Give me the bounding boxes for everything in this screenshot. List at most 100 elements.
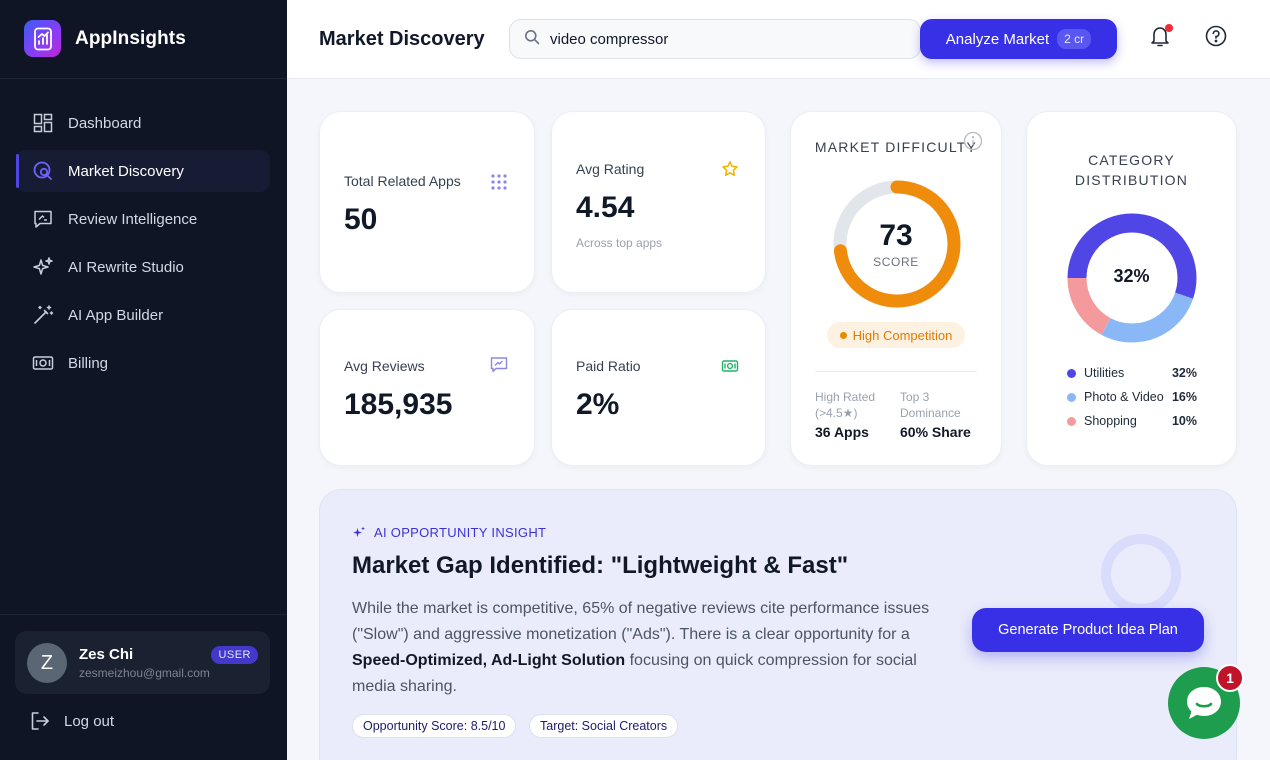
review-chart-icon bbox=[490, 357, 508, 373]
legend-dot bbox=[1067, 368, 1076, 378]
dashboard-icon bbox=[32, 112, 54, 134]
stat-label: Avg Reviews bbox=[344, 358, 425, 374]
high-rated-label-line: High Rated bbox=[815, 390, 876, 404]
stat-value: 2% bbox=[576, 388, 620, 421]
page-title: Market Discovery bbox=[319, 28, 485, 50]
insight-body-text: While the market is competitive, 65% of … bbox=[352, 600, 930, 643]
sidebar-item-market-discovery[interactable]: Market Discovery bbox=[16, 150, 270, 192]
stat-subtext: Across top apps bbox=[576, 236, 663, 250]
dominance-label: Top 3 Dominance bbox=[900, 389, 961, 421]
legend-percent: 16% bbox=[1171, 390, 1197, 404]
high-rated-value: 36 Apps bbox=[815, 424, 869, 440]
competition-badge: High Competition bbox=[827, 322, 965, 348]
market-discovery-icon bbox=[32, 160, 54, 182]
sidebar-item-label: Market Discovery bbox=[68, 162, 184, 180]
gauge-fill bbox=[833, 180, 961, 308]
analyze-market-label: Analyze Market bbox=[945, 30, 1050, 48]
analyze-market-button[interactable]: Analyze Market 2 cr bbox=[920, 19, 1117, 59]
stat-label: Total Related Apps bbox=[344, 173, 461, 189]
sidebar-divider bbox=[0, 78, 287, 79]
sidebar-item-dashboard[interactable]: Dashboard bbox=[16, 102, 270, 144]
magic-wand-icon bbox=[32, 304, 54, 326]
sidebar-item-billing[interactable]: Billing bbox=[16, 342, 270, 384]
logout-label: Log out bbox=[64, 712, 115, 730]
stat-value: 50 bbox=[344, 203, 378, 236]
logout-icon bbox=[30, 711, 50, 731]
legend-dot bbox=[1067, 392, 1076, 402]
legend-item-photo-video: Photo & Video 16% bbox=[1067, 388, 1197, 406]
search-box[interactable] bbox=[509, 19, 921, 59]
sidebar-divider bbox=[0, 614, 287, 615]
brand[interactable]: AppInsights bbox=[24, 20, 186, 57]
avatar: Z bbox=[27, 643, 67, 683]
logout-button[interactable]: Log out bbox=[30, 711, 114, 731]
stat-value: 185,935 bbox=[344, 388, 453, 421]
money-icon bbox=[721, 360, 739, 372]
grid-dots-icon bbox=[491, 174, 507, 190]
legend-name: Shopping bbox=[1084, 414, 1137, 428]
sidebar: AppInsights Dashboard Market Discovery R… bbox=[0, 0, 287, 760]
legend-item-utilities: Utilities 32% bbox=[1067, 364, 1197, 382]
sparkles-icon bbox=[32, 256, 54, 278]
billing-icon bbox=[32, 352, 54, 374]
generate-product-idea-plan-button[interactable]: Generate Product Idea Plan bbox=[972, 608, 1204, 652]
legend-name: Photo & Video bbox=[1084, 390, 1164, 404]
bell-icon bbox=[1151, 27, 1169, 47]
legend-dot bbox=[1067, 416, 1076, 426]
sidebar-item-ai-rewrite-studio[interactable]: AI Rewrite Studio bbox=[16, 246, 270, 288]
difficulty-gauge bbox=[833, 180, 961, 308]
sidebar-item-ai-app-builder[interactable]: AI App Builder bbox=[16, 294, 270, 336]
donut-slice-shopping bbox=[1067, 213, 1197, 343]
help-button[interactable] bbox=[1205, 25, 1227, 47]
user-name: Zes Chi bbox=[79, 646, 134, 663]
market-difficulty-title: MARKET DIFFICULTY bbox=[814, 139, 978, 155]
chat-unread-badge: 1 bbox=[1216, 664, 1244, 692]
stat-card-paid-ratio: Paid Ratio 2% bbox=[551, 309, 766, 466]
legend-name: Utilities bbox=[1084, 366, 1125, 380]
review-icon bbox=[32, 208, 54, 230]
competition-dot bbox=[839, 331, 847, 339]
legend-item-shopping: Shopping 10% bbox=[1067, 412, 1197, 430]
category-title: CATEGORY DISTRIBUTION bbox=[1027, 150, 1236, 190]
category-distribution-card: CATEGORY DISTRIBUTION 32% Utilities 32% … bbox=[1026, 111, 1237, 466]
decorative-ring bbox=[1101, 534, 1181, 614]
competition-label: High Competition bbox=[852, 327, 953, 343]
app-logo-icon bbox=[24, 20, 61, 57]
difficulty-score-label: SCORE bbox=[873, 255, 919, 269]
insight-kicker: AI OPPORTUNITY INSIGHT bbox=[352, 525, 546, 540]
app-name: AppInsights bbox=[75, 27, 186, 49]
dominance-label-line: Dominance bbox=[900, 406, 961, 420]
insight-body-highlight: Speed-Optimized, Ad-Light Solution bbox=[352, 652, 626, 669]
stat-value: 4.54 bbox=[576, 191, 635, 224]
category-title-line: DISTRIBUTION bbox=[1074, 172, 1189, 188]
insight-body-text: focusing on quick compression for social… bbox=[352, 652, 917, 695]
notifications-button[interactable] bbox=[1149, 24, 1173, 48]
chat-bubble-icon bbox=[1187, 687, 1221, 719]
search-icon bbox=[524, 29, 540, 50]
donut-center-label: 32% bbox=[1113, 266, 1150, 286]
user-role-badge: USER bbox=[211, 646, 258, 664]
info-icon[interactable] bbox=[963, 131, 983, 151]
stat-label: Paid Ratio bbox=[576, 358, 641, 374]
sidebar-nav: Dashboard Market Discovery Review Intell… bbox=[16, 102, 270, 390]
sidebar-item-label: Review Intelligence bbox=[68, 210, 198, 228]
user-card[interactable]: Z Zes Chi zesmeizhou@gmail.com USER bbox=[15, 631, 270, 694]
category-donut-chart bbox=[1067, 213, 1197, 343]
ai-insight-panel: AI OPPORTUNITY INSIGHT Market Gap Identi… bbox=[319, 489, 1237, 760]
insight-body: While the market is competitive, 65% of … bbox=[352, 596, 932, 700]
sidebar-item-review-intelligence[interactable]: Review Intelligence bbox=[16, 198, 270, 240]
high-rated-label: High Rated (>4.5★) bbox=[815, 389, 875, 421]
star-icon bbox=[722, 161, 738, 176]
high-rated-label-line: (>4.5★) bbox=[815, 406, 858, 420]
top-header: Market Discovery Analyze Market 2 cr bbox=[287, 0, 1270, 79]
sidebar-item-label: Billing bbox=[68, 354, 109, 372]
donut-slice-photo-video bbox=[1067, 213, 1197, 343]
help-icon bbox=[1205, 25, 1227, 47]
search-input[interactable] bbox=[550, 30, 890, 48]
stat-card-avg-reviews: Avg Reviews 185,935 bbox=[319, 309, 535, 466]
market-difficulty-card: MARKET DIFFICULTY 73 SCORE High Competit… bbox=[790, 111, 1002, 466]
stat-card-total-related-apps: Total Related Apps 50 bbox=[319, 111, 535, 293]
sidebar-item-label: AI Rewrite Studio bbox=[68, 258, 184, 276]
insight-title: Market Gap Identified: "Lightweight & Fa… bbox=[352, 552, 849, 579]
credit-cost-badge: 2 cr bbox=[1057, 29, 1092, 49]
